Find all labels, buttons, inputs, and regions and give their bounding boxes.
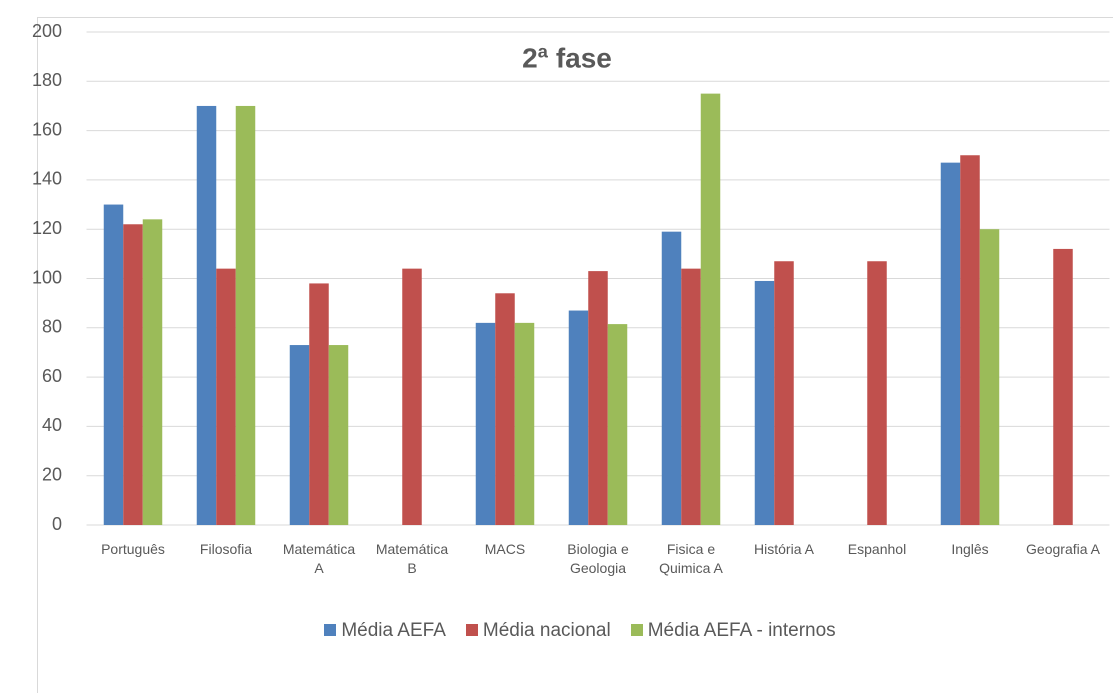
bar — [588, 271, 608, 525]
bar — [235, 105, 256, 525]
bar — [289, 345, 310, 525]
x-tick-label: MACS — [484, 541, 526, 557]
y-tick-label: 0 — [52, 514, 62, 534]
bar — [475, 322, 496, 525]
y-tick-label: 140 — [32, 169, 62, 189]
chart-title: 2ª fase — [522, 42, 612, 73]
bar — [216, 268, 236, 525]
bar — [1053, 248, 1073, 526]
legend-item: Média nacional — [465, 620, 611, 642]
legend-swatch — [465, 624, 478, 636]
y-tick-label: 160 — [32, 119, 62, 139]
legend-label: Média AEFA — [341, 620, 446, 641]
y-tick-label: 100 — [32, 267, 62, 287]
y-tick-label: 120 — [32, 218, 62, 238]
y-tick-label: 40 — [42, 415, 62, 435]
bar — [661, 231, 682, 526]
legend-label: Média nacional — [482, 620, 611, 641]
bar — [700, 93, 721, 525]
bar — [123, 224, 143, 525]
bar — [514, 322, 535, 525]
x-tick-label: Matemática B — [375, 541, 449, 576]
bar — [867, 261, 887, 525]
bar — [328, 345, 349, 525]
legend-label: Média AEFA - internos — [647, 620, 836, 641]
bar — [309, 283, 329, 525]
y-tick-label: 20 — [42, 464, 62, 484]
y-tick-label: 60 — [42, 366, 62, 386]
bar — [754, 280, 775, 525]
bar — [142, 219, 163, 525]
x-tick-label: Geografia A — [1026, 541, 1100, 557]
x-tick-label: História A — [754, 541, 814, 557]
bar — [495, 293, 515, 525]
bar — [681, 268, 701, 525]
legend: Média AEFA Média nacional Média AEFA - int… — [0, 620, 1113, 642]
bar — [960, 155, 980, 525]
legend-item: Média AEFA — [324, 620, 446, 642]
bar — [196, 105, 217, 525]
x-tick-label: Matemática A — [282, 541, 356, 576]
x-tick-label: Espanhol — [847, 541, 907, 557]
bar — [940, 162, 961, 525]
bar — [774, 261, 794, 525]
x-tick-label: Português — [101, 541, 165, 557]
x-tick-label: Filosofia — [199, 541, 253, 557]
bar — [979, 229, 1000, 525]
x-tick-label: Fisica e Quimica A — [659, 541, 723, 576]
legend-item: Média AEFA - internos — [630, 620, 836, 642]
chart-border — [37, 17, 1113, 693]
x-tick-label: Inglês — [951, 541, 989, 557]
bar — [607, 324, 628, 525]
y-tick-label: 200 — [32, 21, 62, 41]
y-tick-label: 180 — [32, 70, 62, 90]
bar — [402, 268, 422, 525]
legend-swatch — [324, 624, 337, 636]
y-tick-label: 80 — [42, 317, 62, 337]
legend-swatch — [630, 624, 643, 636]
x-tick-label: Biologia e Geologia — [567, 541, 629, 576]
bar — [568, 310, 589, 525]
bar — [103, 204, 124, 526]
